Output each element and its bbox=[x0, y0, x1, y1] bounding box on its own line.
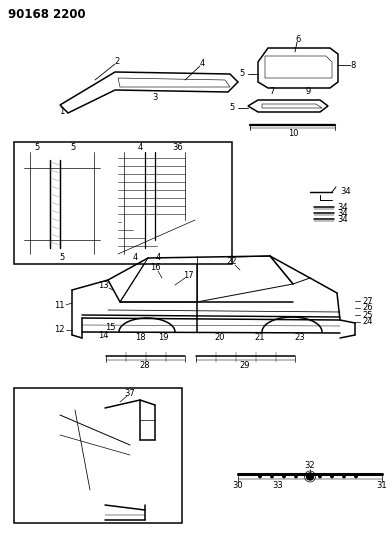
Circle shape bbox=[343, 475, 345, 478]
Text: 23: 23 bbox=[295, 333, 305, 342]
Circle shape bbox=[319, 475, 321, 478]
Text: 5: 5 bbox=[240, 69, 245, 78]
Text: 5: 5 bbox=[71, 143, 76, 152]
Text: 21: 21 bbox=[255, 333, 265, 342]
Circle shape bbox=[271, 475, 273, 478]
Text: 18: 18 bbox=[135, 333, 145, 342]
Text: 9: 9 bbox=[305, 87, 310, 96]
Text: 14: 14 bbox=[98, 332, 108, 341]
Text: 22: 22 bbox=[227, 257, 237, 266]
Text: 2: 2 bbox=[114, 58, 120, 67]
Text: 10: 10 bbox=[288, 128, 298, 138]
Text: 12: 12 bbox=[54, 326, 65, 335]
Text: 1: 1 bbox=[59, 108, 65, 117]
Circle shape bbox=[331, 475, 333, 478]
Text: 20: 20 bbox=[215, 333, 225, 342]
Text: 24: 24 bbox=[362, 318, 372, 327]
Text: 32: 32 bbox=[305, 462, 315, 471]
Text: 26: 26 bbox=[362, 303, 373, 312]
Circle shape bbox=[307, 475, 309, 478]
Text: 27: 27 bbox=[362, 296, 373, 305]
Text: 34: 34 bbox=[337, 204, 348, 213]
Text: 90168 2200: 90168 2200 bbox=[8, 7, 85, 20]
Text: 34: 34 bbox=[337, 215, 348, 224]
Circle shape bbox=[295, 475, 297, 478]
Text: 30: 30 bbox=[233, 481, 243, 490]
Bar bbox=[14, 388, 182, 523]
Text: 4: 4 bbox=[200, 60, 205, 69]
Text: 34: 34 bbox=[340, 188, 350, 197]
Text: 4: 4 bbox=[155, 254, 161, 262]
Text: 8: 8 bbox=[350, 61, 356, 69]
Circle shape bbox=[355, 475, 357, 478]
Text: 16: 16 bbox=[150, 263, 160, 272]
Text: 34: 34 bbox=[337, 209, 348, 219]
Text: 11: 11 bbox=[54, 301, 65, 310]
Circle shape bbox=[307, 473, 314, 480]
Text: 15: 15 bbox=[105, 324, 115, 333]
Text: 25: 25 bbox=[362, 311, 372, 319]
Text: 33: 33 bbox=[272, 481, 283, 490]
Circle shape bbox=[283, 475, 285, 478]
Text: 4: 4 bbox=[132, 254, 138, 262]
Text: 19: 19 bbox=[158, 333, 168, 342]
Circle shape bbox=[259, 475, 261, 478]
Text: 4: 4 bbox=[137, 143, 143, 152]
Text: 31: 31 bbox=[377, 481, 387, 490]
Text: 5: 5 bbox=[230, 103, 235, 112]
Text: 37: 37 bbox=[125, 389, 135, 398]
Text: 5: 5 bbox=[34, 143, 40, 152]
Text: 13: 13 bbox=[98, 280, 108, 289]
Text: 7: 7 bbox=[269, 87, 275, 96]
Text: 17: 17 bbox=[183, 271, 193, 280]
Text: 36: 36 bbox=[172, 143, 183, 152]
Text: 28: 28 bbox=[140, 361, 150, 370]
Text: 29: 29 bbox=[240, 361, 250, 370]
Text: 6: 6 bbox=[295, 36, 301, 44]
Text: 5: 5 bbox=[59, 254, 65, 262]
Bar bbox=[14, 142, 232, 264]
Text: 3: 3 bbox=[152, 93, 158, 101]
